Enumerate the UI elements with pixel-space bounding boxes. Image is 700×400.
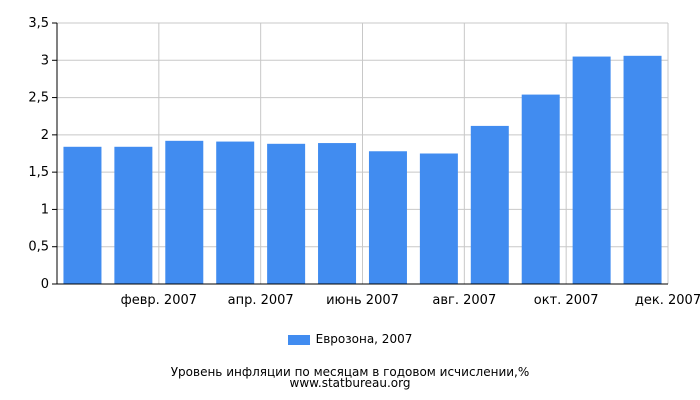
bar [419,153,458,284]
x-tick-label: апр. 2007 [228,293,294,308]
legend-label: Еврозона, 2007 [315,332,413,346]
y-tick-label: 2 [41,128,49,143]
bar [368,151,407,284]
bar [216,141,255,284]
y-tick-label: 1,5 [28,165,49,180]
bar [521,94,560,285]
y-tick-label: 0 [41,277,49,292]
y-tick-label: 2,5 [28,91,49,106]
bar [165,140,204,284]
bar [572,56,611,284]
bar [623,55,662,284]
y-tick-label: 0,5 [28,240,49,255]
x-tick-label: июнь 2007 [326,293,399,308]
legend-swatch [287,334,310,345]
inflation-bar-chart: 0 0,5 1 1,5 2 2,5 3 3,5 февр. 2007 апр. 2007 июнь … [28,16,700,308]
legend: Еврозона, 2007 [0,332,700,346]
x-tick-label: авг. 2007 [432,293,496,308]
bar [63,146,102,284]
bar [470,125,509,284]
bar [318,143,357,284]
bar [267,143,306,284]
x-tick-label: февр. 2007 [121,293,197,308]
x-tick-label: окт. 2007 [534,293,599,308]
y-tick-label: 3 [41,53,49,68]
bar [114,146,153,284]
y-tick-label: 1 [41,202,49,217]
y-tick-label: 3,5 [28,16,49,31]
x-tick-label: дек. 2007 [635,293,700,308]
chart-caption: Уровень инфляции по месяцам в годовом ис… [170,365,530,379]
source-url: www.statbureau.org [289,376,411,390]
